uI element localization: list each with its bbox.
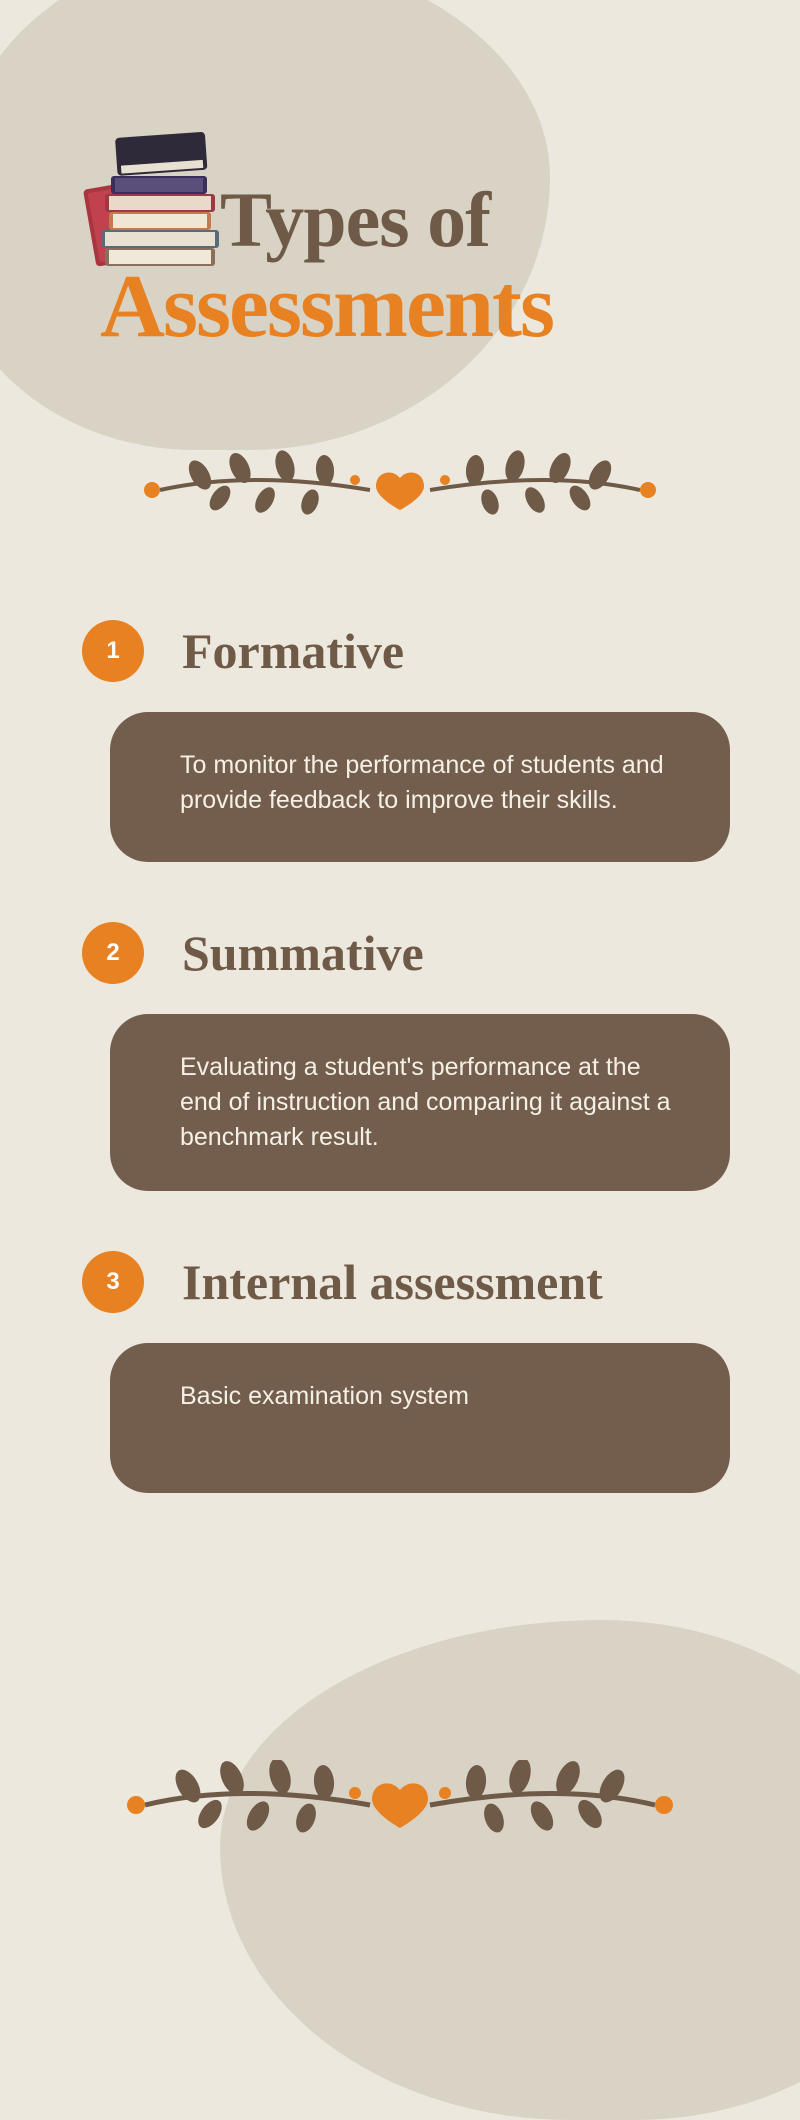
item-title: Internal assessment (182, 1253, 603, 1311)
item-number-badge: 1 (82, 620, 144, 682)
assessment-item: 2 Summative Evaluating a student's perfo… (0, 922, 800, 1191)
page-title: Types of Assessments (220, 175, 553, 358)
item-description: Basic examination system (110, 1343, 730, 1493)
item-title: Summative (182, 924, 424, 982)
item-title: Formative (182, 622, 404, 680)
item-description: Evaluating a student's performance at th… (110, 1014, 730, 1191)
item-description: To monitor the performance of students a… (110, 712, 730, 862)
title-line-2: Assessments (100, 255, 553, 358)
decorative-blob-bottom (220, 1620, 800, 2120)
assessment-item: 3 Internal assessment Basic examination … (0, 1251, 800, 1493)
item-number-badge: 3 (82, 1251, 144, 1313)
assessment-list: 1 Formative To monitor the performance o… (0, 620, 800, 1553)
assessment-item: 1 Formative To monitor the performance o… (0, 620, 800, 862)
item-number-badge: 2 (82, 922, 144, 984)
laurel-divider-bottom (80, 1760, 720, 1850)
title-line-1: Types of (220, 175, 553, 265)
laurel-divider-top (100, 450, 700, 530)
